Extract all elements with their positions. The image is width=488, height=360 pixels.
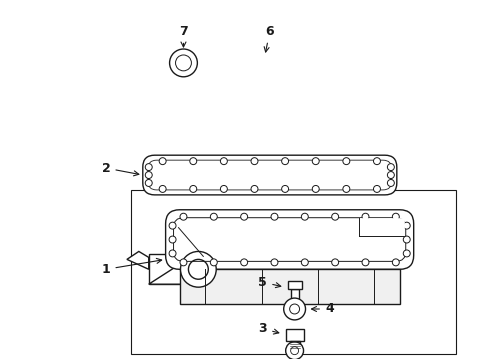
Circle shape bbox=[386, 180, 393, 186]
Circle shape bbox=[331, 259, 338, 266]
Circle shape bbox=[281, 185, 288, 192]
Circle shape bbox=[270, 259, 277, 266]
Circle shape bbox=[175, 55, 191, 71]
Circle shape bbox=[283, 298, 305, 320]
Circle shape bbox=[180, 259, 186, 266]
Circle shape bbox=[281, 158, 288, 165]
Circle shape bbox=[403, 222, 409, 229]
Polygon shape bbox=[381, 237, 401, 266]
Text: 3: 3 bbox=[258, 322, 278, 336]
Circle shape bbox=[391, 259, 399, 266]
Text: 5: 5 bbox=[258, 276, 280, 289]
Circle shape bbox=[342, 185, 349, 192]
Circle shape bbox=[331, 213, 338, 220]
Polygon shape bbox=[353, 237, 381, 284]
Circle shape bbox=[250, 185, 258, 192]
Circle shape bbox=[403, 250, 409, 257]
Circle shape bbox=[189, 185, 196, 192]
Circle shape bbox=[210, 213, 217, 220]
Circle shape bbox=[391, 213, 399, 220]
Polygon shape bbox=[289, 341, 299, 349]
Circle shape bbox=[169, 222, 176, 229]
Circle shape bbox=[312, 185, 319, 192]
Circle shape bbox=[240, 259, 247, 266]
Circle shape bbox=[285, 342, 303, 360]
Circle shape bbox=[169, 236, 176, 243]
Polygon shape bbox=[127, 251, 148, 269]
Text: 1: 1 bbox=[102, 258, 162, 276]
Circle shape bbox=[312, 158, 319, 165]
Text: 6: 6 bbox=[264, 24, 274, 52]
Circle shape bbox=[159, 185, 166, 192]
Circle shape bbox=[145, 172, 152, 179]
Polygon shape bbox=[290, 289, 298, 307]
Circle shape bbox=[270, 213, 277, 220]
Circle shape bbox=[386, 164, 393, 171]
Polygon shape bbox=[324, 255, 344, 262]
Circle shape bbox=[169, 49, 197, 77]
Circle shape bbox=[180, 213, 186, 220]
Circle shape bbox=[189, 158, 196, 165]
Circle shape bbox=[289, 304, 299, 314]
Circle shape bbox=[250, 158, 258, 165]
Circle shape bbox=[145, 164, 152, 171]
Circle shape bbox=[188, 260, 208, 279]
FancyBboxPatch shape bbox=[165, 210, 413, 269]
Circle shape bbox=[361, 259, 368, 266]
Polygon shape bbox=[148, 255, 353, 284]
Text: 2: 2 bbox=[102, 162, 139, 176]
Circle shape bbox=[210, 259, 217, 266]
Circle shape bbox=[361, 213, 368, 220]
Polygon shape bbox=[285, 329, 303, 341]
Bar bbox=[131, 190, 455, 354]
Polygon shape bbox=[148, 266, 381, 284]
Circle shape bbox=[180, 251, 216, 287]
Circle shape bbox=[159, 158, 166, 165]
Circle shape bbox=[290, 347, 298, 355]
FancyBboxPatch shape bbox=[142, 155, 396, 195]
Text: 7: 7 bbox=[179, 24, 187, 47]
Polygon shape bbox=[179, 269, 399, 304]
Circle shape bbox=[301, 259, 307, 266]
Polygon shape bbox=[358, 218, 403, 235]
Circle shape bbox=[220, 158, 227, 165]
Circle shape bbox=[220, 185, 227, 192]
Circle shape bbox=[373, 158, 380, 165]
Circle shape bbox=[240, 213, 247, 220]
Polygon shape bbox=[287, 281, 301, 289]
Circle shape bbox=[301, 213, 307, 220]
Circle shape bbox=[373, 185, 380, 192]
Circle shape bbox=[169, 250, 176, 257]
Circle shape bbox=[403, 236, 409, 243]
Circle shape bbox=[145, 180, 152, 186]
Circle shape bbox=[342, 158, 349, 165]
Text: 4: 4 bbox=[311, 302, 333, 315]
Circle shape bbox=[386, 172, 393, 179]
